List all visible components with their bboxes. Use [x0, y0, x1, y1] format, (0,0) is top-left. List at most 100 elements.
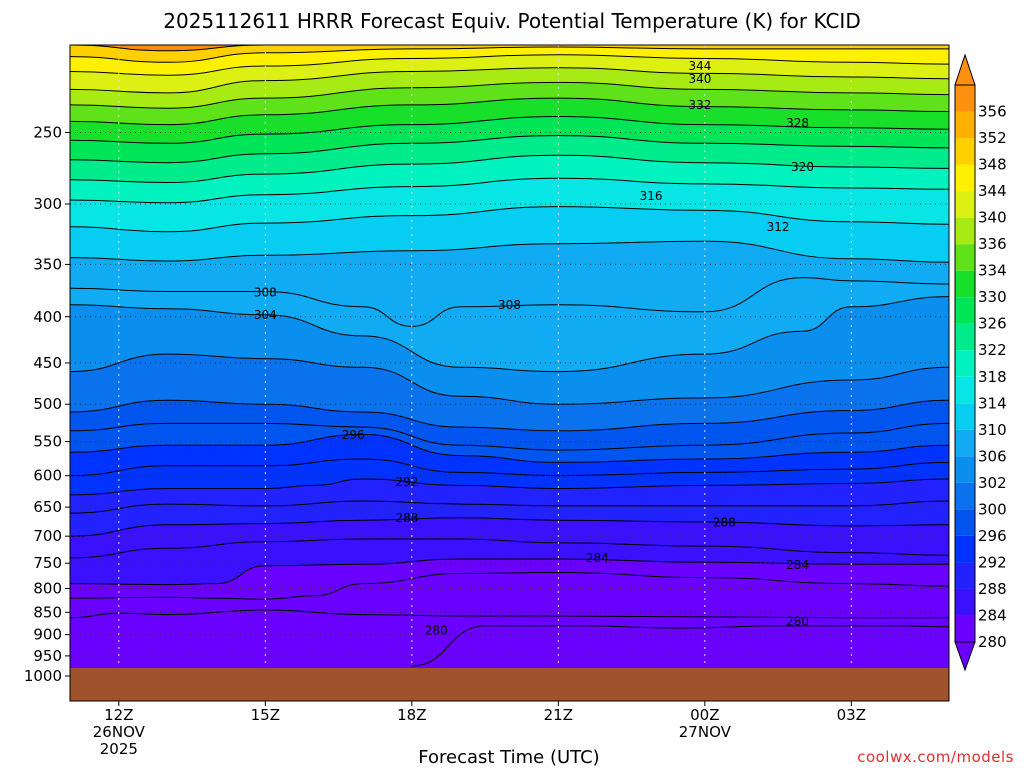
contour-label: 328	[786, 116, 809, 130]
colorbar-label: 340	[978, 209, 1007, 227]
contour-label: 340	[688, 72, 711, 86]
y-tick-label: 950	[33, 647, 62, 665]
y-tick-label: 900	[33, 626, 62, 644]
colorbar-label: 292	[978, 553, 1007, 571]
contour-label: 308	[498, 298, 521, 312]
contour-308	[70, 277, 949, 327]
contour-300	[70, 399, 949, 432]
colorbar-label: 344	[978, 182, 1007, 200]
contour-label: 288	[713, 515, 736, 529]
colorbar-label: 352	[978, 129, 1007, 147]
y-tick-label: 400	[33, 308, 62, 326]
colorbar-label: 326	[978, 315, 1007, 333]
colorbar-label: 280	[978, 633, 1007, 651]
colorbar-label: 356	[978, 103, 1007, 121]
colorbar-swatch	[955, 111, 975, 139]
colorbar-swatch	[955, 138, 975, 165]
contour-label: 280	[425, 623, 448, 637]
colorbar-swatch	[955, 429, 975, 457]
x-axis-label: Forecast Time (UTC)	[418, 747, 599, 768]
contour-label: 292	[395, 475, 418, 489]
contour-label: 296	[342, 428, 365, 442]
colorbar-label: 336	[978, 235, 1007, 253]
contour-label: 284	[586, 551, 609, 565]
contour-292	[70, 478, 949, 496]
colorbar-swatch	[955, 588, 975, 616]
contour-label: 344	[688, 59, 711, 73]
y-tick-label: 1000	[24, 667, 62, 685]
colorbar-bottom-arrow	[954, 641, 976, 672]
colorbar-label: 334	[978, 262, 1007, 280]
colorbar-swatch	[955, 270, 975, 298]
contour-label: 308	[254, 285, 277, 299]
contour-fills	[70, 45, 949, 676]
contour-288	[70, 517, 949, 537]
contour-label: 280	[786, 614, 809, 628]
y-tick-label: 800	[33, 580, 62, 598]
colorbar-swatch	[955, 456, 975, 483]
contour-316	[70, 177, 949, 204]
contour-280	[70, 609, 949, 619]
x-tick-label: 18Z	[397, 706, 426, 724]
contour-324	[70, 135, 949, 164]
colorbar-swatch	[955, 164, 975, 192]
band-below-278	[411, 625, 949, 676]
colorbar-top-arrow	[954, 53, 976, 86]
contour-286	[70, 538, 949, 559]
contour-328	[70, 115, 949, 144]
colorbar-swatch	[955, 509, 975, 536]
contour-348	[70, 46, 949, 63]
chart-title: 2025112611 HRRR Forecast Equiv. Potentia…	[163, 9, 860, 33]
contour-302	[70, 353, 949, 405]
colorbar-label: 330	[978, 288, 1007, 306]
contour-label: 304	[254, 308, 277, 322]
contour-340	[70, 67, 949, 94]
x-tick-sublabel: 26NOV	[93, 723, 146, 741]
colorbar-swatch	[955, 85, 975, 112]
contour-label: 316	[640, 189, 663, 203]
contour-290	[70, 500, 949, 514]
colorbar-label: 310	[978, 421, 1007, 439]
contour-label: 312	[767, 220, 790, 234]
y-tick-label: 250	[33, 123, 62, 141]
contour-304	[70, 296, 949, 373]
y-axis: 250 300 350 400 450 500 550 600 650 700 750 800 850 9…	[24, 123, 70, 685]
contour-320	[70, 154, 949, 184]
x-tick-label: 21Z	[544, 706, 573, 724]
grid-lines	[70, 45, 949, 677]
y-tick-label: 300	[33, 195, 62, 213]
contour-294	[70, 458, 949, 477]
colorbar-swatch	[955, 217, 975, 245]
colorbar-label: 322	[978, 341, 1007, 359]
y-tick-label: 550	[33, 433, 62, 451]
x-tick-sublabel: 2025	[100, 740, 138, 758]
colorbar-label: 348	[978, 156, 1007, 174]
y-tick-label: 850	[33, 603, 62, 621]
x-tick-label: 00Z	[690, 706, 719, 724]
y-tick-label: 500	[33, 395, 62, 413]
colorbar-label: 300	[978, 500, 1007, 518]
contour-352	[70, 45, 949, 52]
y-tick-label: 350	[33, 255, 62, 273]
colorbar-label: 296	[978, 527, 1007, 545]
colorbar-swatch	[955, 482, 975, 510]
credit-text: coolwx.com/models	[857, 748, 1014, 766]
contour-296	[70, 433, 949, 463]
colorbar-label: 302	[978, 474, 1007, 492]
colorbar-swatch	[955, 562, 975, 589]
contour-344	[70, 54, 949, 76]
y-tick-label: 650	[33, 498, 62, 516]
x-tick-sublabel: 27NOV	[679, 723, 732, 741]
colorbar-label: 288	[978, 580, 1007, 598]
contour-310	[70, 240, 949, 263]
contour-332	[70, 97, 949, 126]
x-tick-label: 03Z	[837, 706, 866, 724]
contour-278	[411, 625, 949, 667]
contour-312	[70, 206, 949, 233]
colorbar-label: 306	[978, 447, 1007, 465]
y-tick-label: 600	[33, 467, 62, 485]
colorbar-swatch	[955, 615, 975, 642]
y-tick-label: 700	[33, 527, 62, 545]
